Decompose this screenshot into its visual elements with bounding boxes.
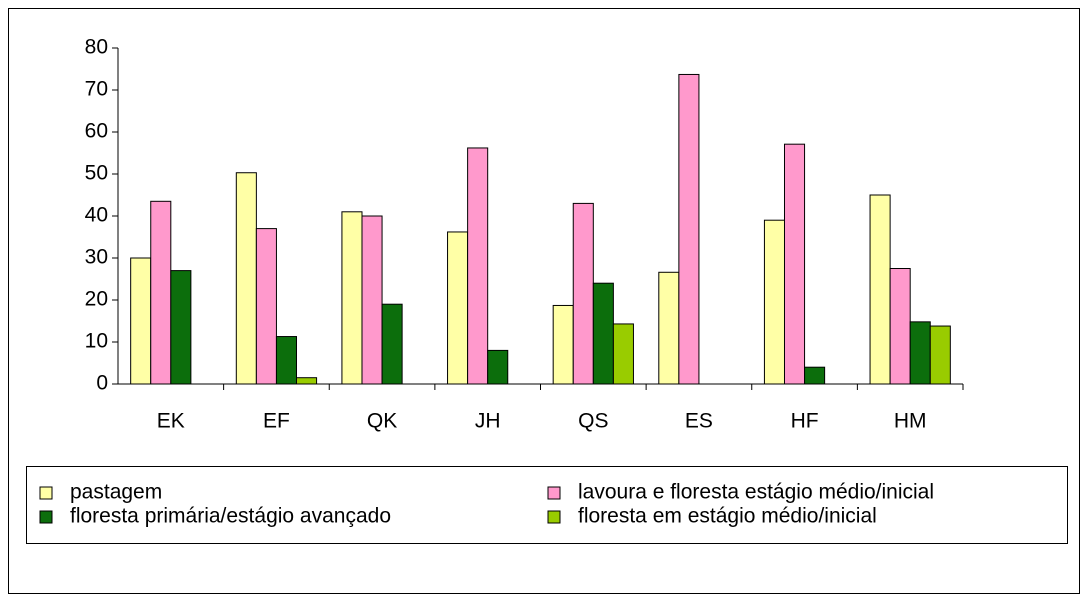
legend-label: lavoura e floresta estágio médio/inicial: [578, 481, 934, 504]
y-tick-label: 0: [96, 372, 108, 395]
bar: [170, 270, 192, 385]
y-tick-label: 80: [85, 36, 108, 59]
y-tick-label: 60: [85, 120, 108, 143]
bar: [447, 231, 469, 385]
bar: [361, 215, 383, 385]
bar: [296, 377, 318, 385]
bar: [150, 200, 172, 385]
bar: [275, 336, 298, 385]
x-tick-label: ES: [685, 410, 713, 433]
legend-swatch: [39, 486, 53, 500]
bar: [487, 349, 509, 385]
x-tick-label: QK: [367, 410, 397, 433]
bar: [255, 228, 277, 385]
legend-swatch: [39, 510, 53, 524]
bar: [658, 271, 680, 385]
bar: [678, 73, 700, 385]
x-tick-label: HF: [791, 410, 819, 433]
legend-swatch: [547, 510, 561, 524]
y-tick-label: 10: [85, 330, 108, 353]
x-tick-label: QS: [578, 410, 608, 433]
bar: [341, 211, 363, 385]
legend-label: floresta primária/estágio avançado: [70, 505, 391, 528]
bar: [804, 366, 826, 385]
legend-label: floresta em estágio médio/inicial: [578, 505, 877, 528]
bar: [612, 323, 634, 385]
bar: [763, 219, 785, 385]
bar: [235, 172, 257, 385]
y-tick-label: 50: [85, 162, 108, 185]
bar: [130, 257, 152, 385]
bar: [869, 194, 891, 385]
x-tick-label: EF: [263, 410, 290, 433]
bar: [467, 147, 489, 385]
bar: [381, 303, 403, 385]
y-tick-label: 30: [85, 246, 108, 269]
bar: [592, 282, 614, 385]
y-tick-label: 40: [85, 204, 108, 227]
bar: [909, 321, 931, 385]
x-tick-label: JH: [475, 410, 501, 433]
y-tick-label: 20: [85, 288, 108, 311]
chart-frame: [8, 8, 1080, 594]
y-tick-label: 70: [85, 78, 108, 101]
bar: [889, 268, 911, 385]
x-tick-label: HM: [894, 410, 927, 433]
x-tick-label: EK: [157, 410, 185, 433]
bar: [572, 202, 594, 385]
bar: [552, 304, 574, 385]
legend-label: pastagem: [70, 481, 162, 504]
legend-swatch: [547, 486, 561, 500]
bar: [929, 325, 951, 385]
bar: [783, 143, 806, 385]
legend-box: [26, 466, 1068, 544]
